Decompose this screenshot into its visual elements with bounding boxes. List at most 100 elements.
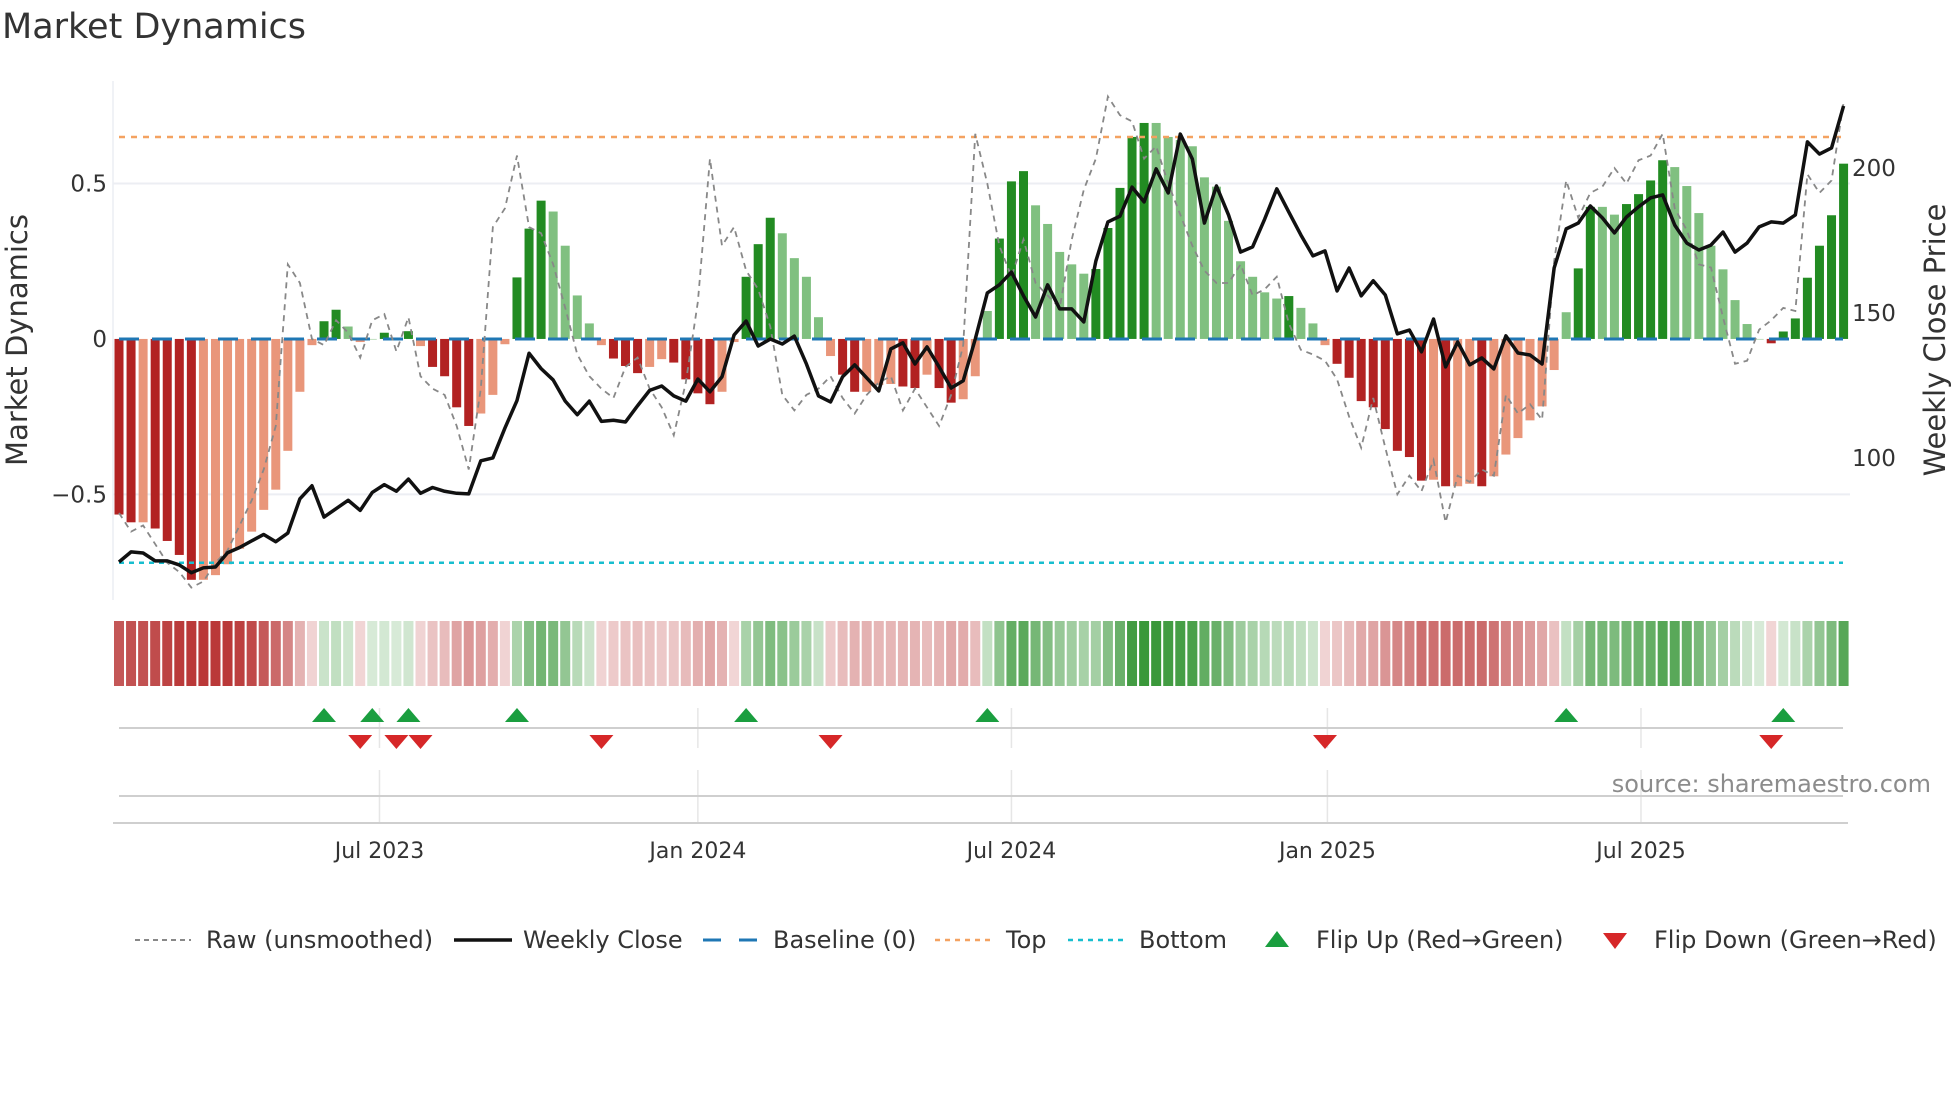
heat-strip-cell xyxy=(1054,621,1065,686)
heat-strip-cell xyxy=(1657,621,1668,686)
x-tick-label: Jul 2024 xyxy=(965,839,1057,864)
gridlines xyxy=(112,81,1850,600)
heat-strip-cell xyxy=(1549,621,1560,686)
flip-down-marker xyxy=(1759,735,1784,749)
dynamics-bar xyxy=(440,338,450,377)
dynamics-bar xyxy=(1754,338,1764,340)
dynamics-bar xyxy=(307,338,317,346)
dynamics-bar xyxy=(1441,338,1451,487)
dynamics-bar xyxy=(452,338,462,408)
heat-strip-cell xyxy=(451,621,462,686)
heat-strip-cell xyxy=(813,621,824,686)
heat-strip-cell xyxy=(439,621,450,686)
dynamics-bar xyxy=(1392,338,1402,451)
dynamics-bar xyxy=(126,338,136,523)
dynamics-bar xyxy=(1573,268,1583,339)
dynamics-bar xyxy=(1079,273,1089,339)
heat-strip-cell xyxy=(1380,621,1391,686)
dynamics-bar xyxy=(198,338,208,580)
heat-strip-cell xyxy=(692,621,703,686)
heat-strip xyxy=(114,621,1849,686)
dynamics-bar xyxy=(1368,338,1378,408)
dynamics-bar xyxy=(862,338,872,392)
dynamics-bar xyxy=(584,323,594,339)
dynamics-bar xyxy=(367,338,377,340)
heat-strip-cell xyxy=(620,621,631,686)
flip-down-marker xyxy=(1313,735,1337,749)
heat-strip-cell xyxy=(403,621,414,686)
heat-strip-cell xyxy=(1090,621,1101,686)
dynamics-bar xyxy=(210,338,220,576)
heat-strip-cell xyxy=(234,621,245,686)
dynamics-bar xyxy=(608,338,618,359)
heat-strip-cell xyxy=(331,621,342,686)
dynamics-bar xyxy=(223,338,233,565)
heat-strip-cell xyxy=(282,621,293,686)
dynamics-bar xyxy=(777,233,787,339)
dynamics-bar xyxy=(1031,205,1041,339)
dynamics-bar xyxy=(765,217,775,339)
y2-tick-label: 150 xyxy=(1852,301,1896,327)
flip-down-marker xyxy=(408,735,433,749)
dynamics-bar xyxy=(1513,338,1523,439)
dynamics-bar xyxy=(1187,146,1197,339)
dynamics-bar xyxy=(1416,338,1426,481)
dynamics-bar xyxy=(283,338,293,451)
heat-strip-cell xyxy=(1681,621,1692,686)
dynamics-bar xyxy=(1308,323,1318,339)
heat-strip-cell xyxy=(367,621,378,686)
heat-strip-cell xyxy=(861,621,872,686)
heat-strip-cell xyxy=(934,621,945,686)
heat-strip-cell xyxy=(1042,621,1053,686)
heat-strip-cell xyxy=(849,621,860,686)
dynamics-bar xyxy=(524,228,534,339)
heat-strip-cell xyxy=(1512,621,1523,686)
dynamics-bar xyxy=(1477,338,1487,487)
dynamics-bar xyxy=(801,276,811,339)
dynamics-bar xyxy=(1694,213,1704,339)
heat-strip-cell xyxy=(1778,621,1789,686)
dynamics-bar xyxy=(1043,223,1053,339)
dynamics-bar xyxy=(1814,245,1824,339)
dynamics-bar xyxy=(982,310,992,339)
dynamics-bar xyxy=(669,338,679,363)
dynamics-bar xyxy=(1525,338,1535,421)
dynamics-bar xyxy=(1127,136,1137,339)
dynamics-bar xyxy=(1682,186,1692,339)
dynamics-bar xyxy=(753,244,763,339)
dynamics-bar xyxy=(1296,307,1306,339)
dynamics-bar xyxy=(657,338,667,360)
dynamics-bar xyxy=(379,332,389,339)
dynamics-bar xyxy=(560,245,570,339)
heat-strip-cell xyxy=(114,621,124,686)
heat-strip-cell xyxy=(873,621,884,686)
heat-strip-cell xyxy=(258,621,269,686)
heat-strip-cell xyxy=(536,621,547,686)
dynamics-bar xyxy=(1658,160,1668,339)
heat-strip-cell xyxy=(548,621,559,686)
dynamics-bar xyxy=(1597,206,1607,339)
dynamics-bar xyxy=(500,338,510,345)
legend-label-flip-up: Flip Up (Red→Green) xyxy=(1316,926,1564,954)
heat-strip-cell xyxy=(1078,621,1089,686)
dynamics-bar xyxy=(1380,338,1390,430)
heat-strip-cell xyxy=(741,621,752,686)
heat-strip-cell xyxy=(656,621,667,686)
flip-markers-panel xyxy=(113,708,1848,824)
legend-label-close: Weekly Close xyxy=(523,926,683,954)
heat-strip-cell xyxy=(150,621,161,686)
heat-strip-cell xyxy=(1621,621,1632,686)
dynamics-bar xyxy=(1115,187,1125,339)
heat-strip-cell xyxy=(1693,621,1704,686)
heat-strip-cell xyxy=(1127,621,1138,686)
dynamics-bar xyxy=(1332,338,1342,364)
heat-strip-cell xyxy=(1452,621,1463,686)
dynamics-bar xyxy=(886,338,896,385)
heat-strip-cell xyxy=(668,621,679,686)
flip-down-marker xyxy=(348,735,373,749)
heat-strip-cell xyxy=(1283,621,1294,686)
heat-strip-cell xyxy=(1525,621,1536,686)
heat-strip-cell xyxy=(186,621,197,686)
dynamics-bar xyxy=(247,338,257,532)
dynamics-bar xyxy=(946,338,956,403)
